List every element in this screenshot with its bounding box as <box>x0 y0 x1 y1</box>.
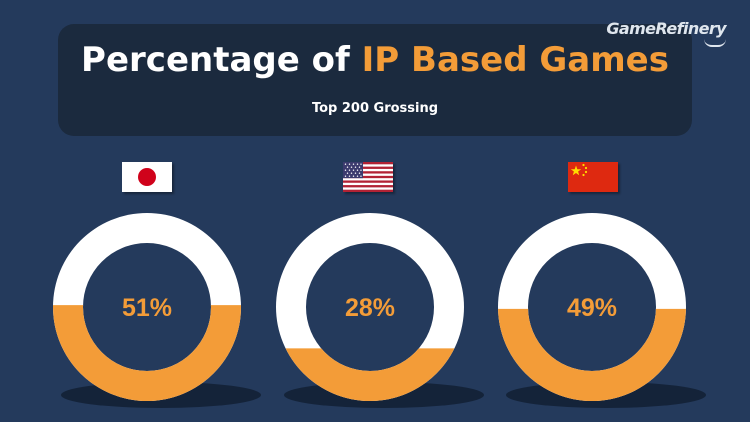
brand-logo-swoosh <box>704 39 726 47</box>
page-title: Percentage of IP Based Games <box>58 40 692 81</box>
brand-logo: GameRefinery <box>606 19 726 38</box>
japan-flag-icon <box>122 162 172 192</box>
china-flag-icon <box>568 162 618 192</box>
title-highlight: IP Based Games <box>361 40 669 80</box>
pct-label-japan: 51% <box>122 294 172 322</box>
title-panel: Percentage of IP Based Games Top 200 Gro… <box>58 24 692 136</box>
pct-label-united-states: 28% <box>345 294 395 322</box>
page-subtitle: Top 200 Grossing <box>311 101 439 116</box>
title-main: Percentage of <box>81 40 362 80</box>
usa-flag-icon <box>343 162 393 192</box>
pct-label-china: 49% <box>567 294 617 322</box>
